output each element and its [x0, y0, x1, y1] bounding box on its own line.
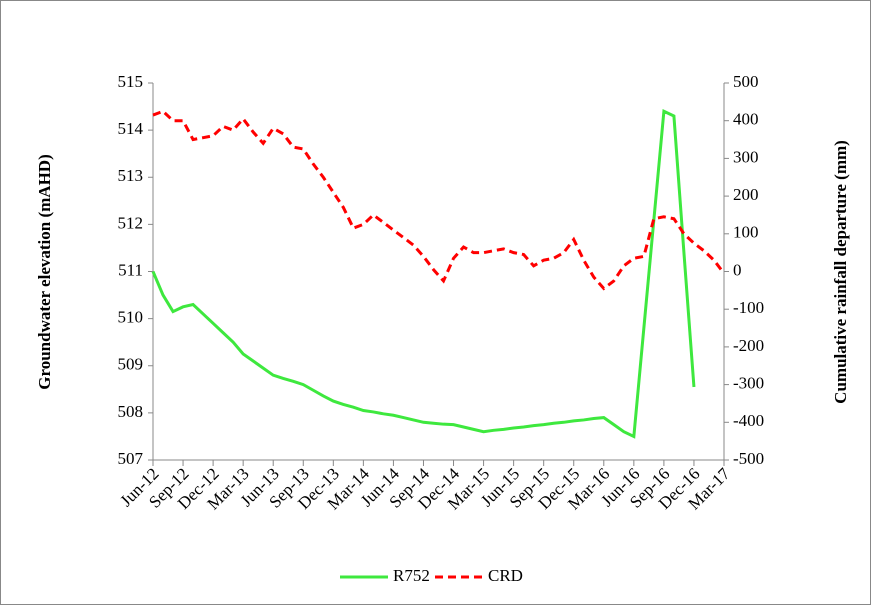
y-axis-title: Groundwater elevation (mAHD) — [35, 154, 54, 389]
y2-axis-title: Cumulative rainfall departure (mm) — [831, 140, 850, 404]
y2-tick-label: -300 — [733, 374, 764, 393]
y2-tick-label: -400 — [733, 411, 764, 430]
y-tick-label: 511 — [118, 260, 143, 279]
y-tick-label: 514 — [118, 119, 144, 138]
y2-tick-label: 500 — [733, 72, 759, 91]
y-tick-label: 515 — [118, 72, 144, 91]
y-tick-label: 513 — [118, 166, 144, 185]
y-tick-label: 509 — [118, 355, 144, 374]
y-tick-label: 507 — [118, 449, 144, 468]
y2-tick-label: -200 — [733, 336, 764, 355]
y-tick-label: 508 — [118, 402, 144, 421]
y2-tick-label: 100 — [733, 223, 759, 242]
y2-tick-label: 0 — [733, 260, 742, 279]
y2-tick-label: 300 — [733, 147, 759, 166]
y-tick-label: 512 — [118, 213, 144, 232]
y2-tick-label: -100 — [733, 298, 764, 317]
legend-label: R752 — [393, 566, 430, 585]
y2-tick-label: 200 — [733, 185, 759, 204]
legend-label: CRD — [488, 566, 523, 585]
series-line — [152, 109, 726, 291]
series-line — [151, 109, 696, 439]
y-tick-label: 510 — [118, 308, 144, 327]
y2-tick-label: 400 — [733, 110, 759, 129]
y2-tick-label: -500 — [733, 449, 764, 468]
